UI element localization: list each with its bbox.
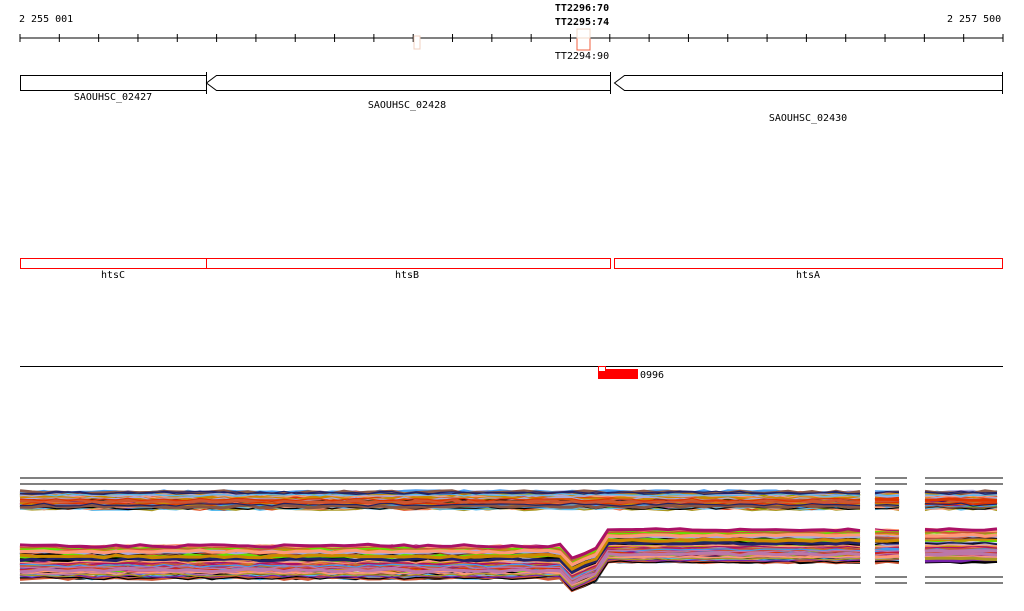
expression-trace	[924, 544, 998, 547]
expression-trace	[924, 556, 998, 561]
expression-trace	[19, 501, 861, 506]
expression-trace	[924, 491, 998, 496]
feature-label: 0996	[640, 370, 665, 381]
expression-trace	[874, 553, 900, 556]
operon-box-htsB[interactable]	[206, 258, 611, 269]
operon-gene-label[interactable]: htsB	[394, 270, 420, 281]
expression-trace	[924, 502, 998, 507]
expression-trace	[874, 536, 900, 541]
expression-trace	[19, 548, 861, 580]
expression-trace	[874, 491, 900, 494]
expression-trace	[874, 535, 900, 539]
expression-trace	[874, 554, 900, 559]
feature-start-box[interactable]	[598, 366, 606, 372]
expression-trace	[19, 551, 861, 586]
ruler-start-label: 2 255 001	[19, 14, 74, 25]
expression-trace	[924, 548, 998, 553]
expression-trace	[19, 555, 860, 586]
marker-label: TT2294:90	[554, 51, 610, 62]
operon-gene-label[interactable]: htsA	[795, 270, 821, 281]
expression-trace	[924, 492, 998, 497]
gene-label[interactable]: SAOUHSC_02427	[73, 92, 153, 103]
expression-trace	[19, 557, 861, 589]
expression-trace	[874, 531, 900, 534]
expression-trace	[19, 506, 861, 511]
expression-trace	[874, 494, 900, 497]
expression-trace	[874, 549, 900, 553]
expression-trace	[19, 527, 861, 560]
gene-arrow-SAOUHSC_02430[interactable]	[613, 72, 1003, 94]
expression-trace	[19, 496, 861, 501]
expression-trace	[19, 549, 861, 581]
operon-box-htsC[interactable]	[20, 258, 207, 269]
gene-label[interactable]: SAOUHSC_02428	[367, 100, 447, 111]
expression-trace	[874, 545, 900, 548]
operon-gene-label[interactable]: htsC	[100, 270, 126, 281]
expression-trace	[874, 538, 900, 543]
expression-trace	[874, 503, 900, 507]
expression-trace	[924, 551, 998, 557]
expression-trace	[19, 545, 861, 577]
ruler-end-label: 2 257 500	[947, 14, 1002, 25]
expression-trace	[19, 502, 861, 507]
expression-tracks	[19, 477, 1003, 593]
ruler-ticks	[19, 34, 1004, 42]
expression-trace	[875, 497, 900, 502]
expression-trace	[19, 497, 861, 502]
expression-trace	[924, 538, 998, 542]
operon-box-htsA[interactable]	[614, 258, 1003, 269]
expression-trace	[874, 541, 900, 545]
expression-trace	[19, 533, 861, 567]
expression-trace	[875, 534, 900, 537]
expression-trace	[19, 492, 861, 498]
expression-trace	[19, 491, 861, 496]
expression-trace	[874, 558, 900, 561]
gene-box-SAOUHSC_02427[interactable]	[20, 75, 207, 91]
expression-trace	[924, 532, 998, 538]
feature-block[interactable]	[598, 369, 638, 379]
expression-trace	[19, 537, 861, 572]
marker-label-overlap: TT2296:70	[554, 3, 610, 14]
expression-trace	[874, 507, 900, 510]
marker-box[interactable]	[413, 35, 421, 50]
expression-trace	[874, 528, 900, 532]
expression-trace	[924, 505, 998, 509]
expression-trace	[924, 527, 998, 532]
marker-label: TT2295:74	[554, 17, 610, 28]
expression-trace	[924, 545, 998, 549]
expression-trace	[924, 497, 998, 502]
expression-trace	[924, 541, 998, 545]
gene-label[interactable]: SAOUHSC_02430	[768, 113, 848, 124]
gene-arrow-SAOUHSC_02428[interactable]	[205, 72, 611, 94]
expression-trace	[19, 544, 861, 576]
expression-trace	[874, 560, 900, 563]
expression-trace	[874, 505, 900, 508]
expression-trace	[19, 503, 860, 510]
marker-box-overlap	[576, 28, 591, 39]
expression-trace	[924, 531, 998, 534]
